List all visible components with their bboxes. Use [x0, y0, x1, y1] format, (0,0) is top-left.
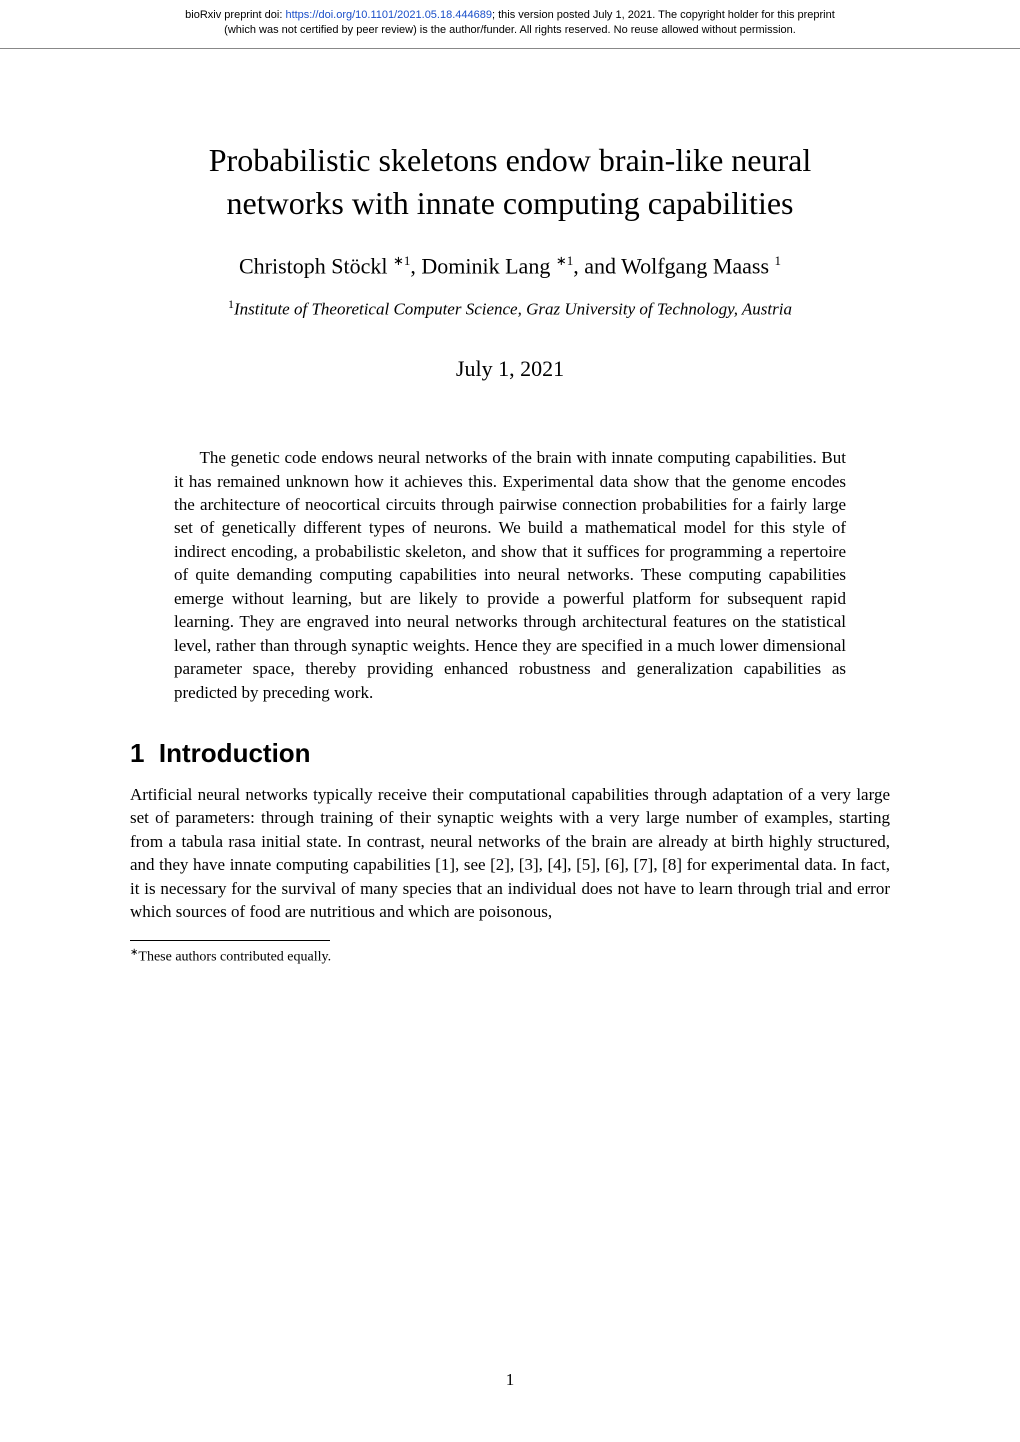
page-content: Probabilistic skeletons endow brain-like… — [0, 49, 1020, 966]
author-1-name: Christoph Stöckl — [239, 253, 393, 278]
author-2-name: Dominik Lang — [421, 253, 555, 278]
affiliation-text: Institute of Theoretical Computer Scienc… — [234, 300, 792, 319]
page-number: 1 — [0, 1370, 1020, 1390]
section-1-title: Introduction — [159, 738, 311, 768]
preprint-line2: (which was not certified by peer review)… — [224, 24, 796, 36]
title-line2: networks with innate computing capabilit… — [227, 185, 794, 221]
footnote: ∗These authors contributed equally. — [130, 947, 890, 966]
preprint-banner: bioRxiv preprint doi: https://doi.org/10… — [0, 0, 1020, 49]
author-1-marker: ∗1 — [393, 253, 410, 268]
title-line1: Probabilistic skeletons endow brain-like… — [209, 142, 812, 178]
author-sep-1: , — [410, 253, 421, 278]
intro-paragraph: Artificial neural networks typically rec… — [130, 783, 890, 924]
author-3-marker: 1 — [775, 253, 782, 268]
footnote-divider — [130, 940, 330, 941]
author-3-name: Wolfgang Maass — [621, 253, 774, 278]
section-1-number: 1 — [130, 738, 144, 768]
preprint-line1-suffix: ; this version posted July 1, 2021. The … — [492, 9, 835, 21]
author-2-marker: ∗1 — [556, 253, 573, 268]
paper-title: Probabilistic skeletons endow brain-like… — [130, 139, 890, 225]
footnote-text: These authors contributed equally. — [138, 949, 331, 964]
abstract-text: The genetic code endows neural networks … — [130, 446, 890, 704]
author-list: Christoph Stöckl ∗1, Dominik Lang ∗1, an… — [130, 253, 890, 279]
affiliation: 1Institute of Theoretical Computer Scien… — [130, 297, 890, 320]
preprint-doi-link[interactable]: https://doi.org/10.1101/2021.05.18.44468… — [285, 9, 492, 21]
publication-date: July 1, 2021 — [130, 356, 890, 382]
preprint-prefix: bioRxiv preprint doi: — [185, 9, 285, 21]
section-1-heading: 1 Introduction — [130, 738, 890, 769]
author-sep-2: , and — [573, 253, 621, 278]
